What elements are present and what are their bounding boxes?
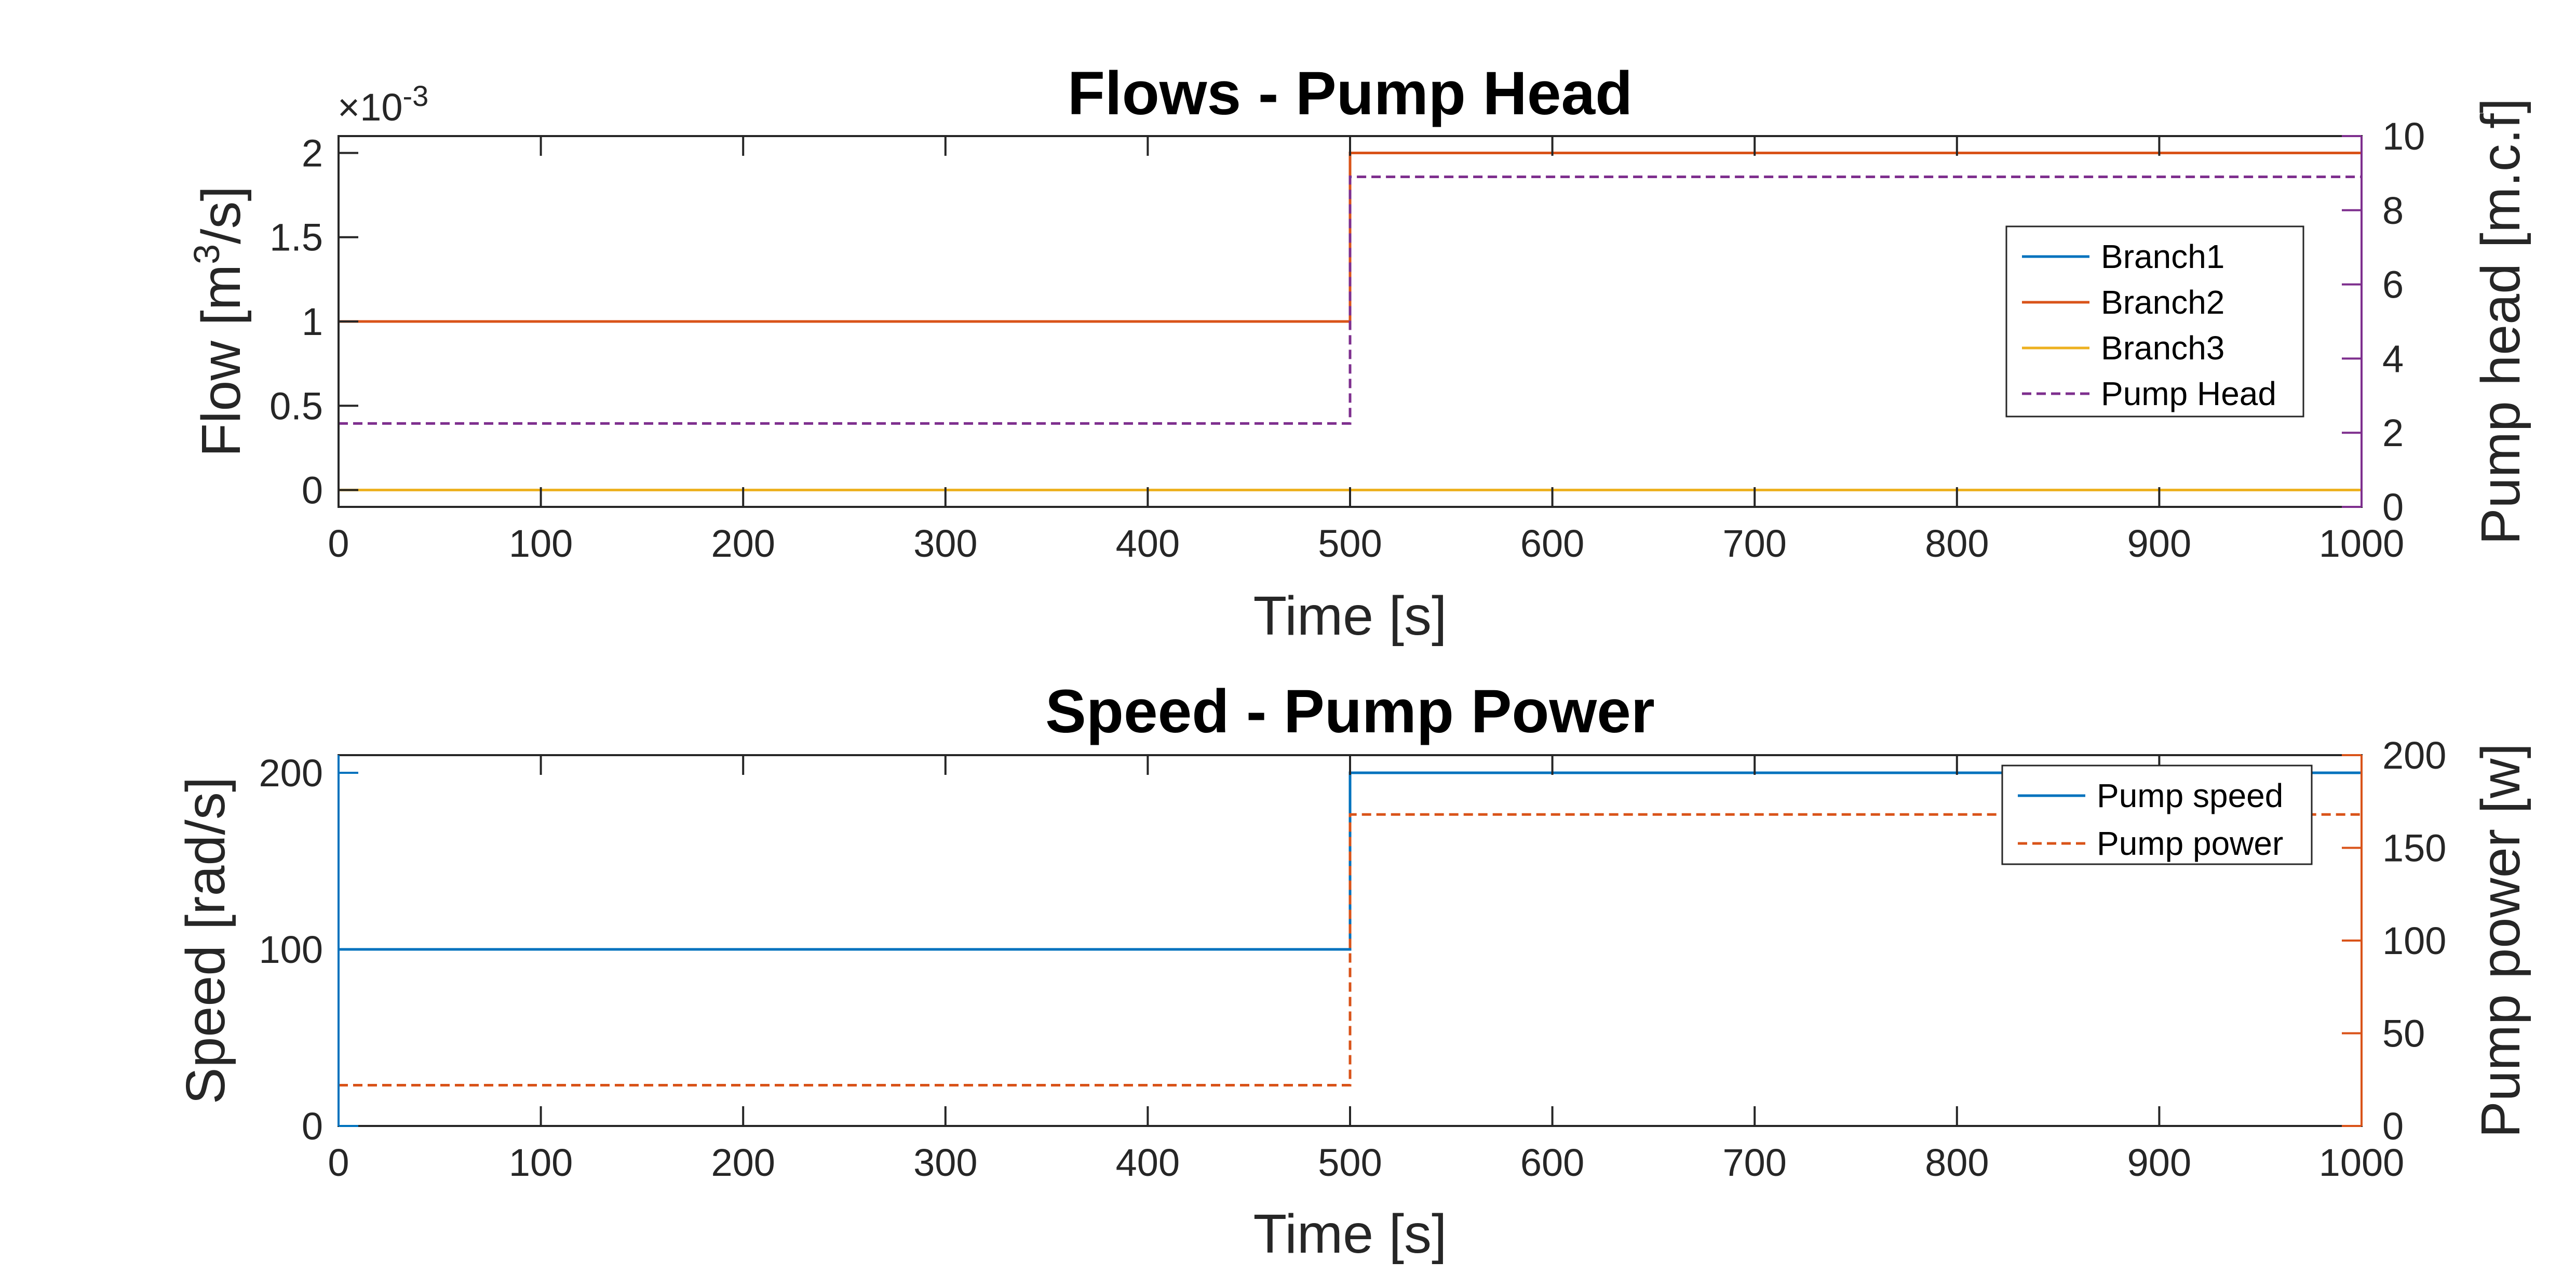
y-tick-label: 1.5 — [269, 216, 323, 259]
x-tick-label: 400 — [1116, 1141, 1180, 1184]
y2-tick-label: 10 — [2382, 115, 2425, 158]
x-axis-label: Time [s] — [1253, 585, 1447, 647]
legend-label: Pump power — [2097, 825, 2283, 862]
y2-tick-label: 150 — [2382, 827, 2446, 870]
flows-pump-head-panel: Flows - Pump Head ×10-3 0 100 200 300 400 500… — [186, 59, 2531, 647]
svg-text:×10-3: ×10-3 — [338, 79, 428, 129]
x-tick-label: 600 — [1520, 522, 1584, 565]
legend: Pump speed Pump power — [2001, 764, 2313, 865]
x-tick-label: 100 — [509, 522, 573, 565]
x-axis: 0 100 200 300 400 500 600 700 800 900 1000 — [328, 136, 2404, 565]
y-exponent-power: -3 — [403, 79, 429, 112]
y-tick-label: 0 — [302, 469, 323, 512]
x-tick-label: 200 — [711, 522, 775, 565]
y-tick-label: 100 — [259, 928, 323, 971]
x-tick-label: 800 — [1925, 1141, 1989, 1184]
y2-tick-label: 50 — [2382, 1012, 2425, 1055]
y-axis-label: Speed [rad/s] — [175, 777, 236, 1105]
y2-tick-label: 8 — [2382, 189, 2404, 232]
chart-title: Speed - Pump Power — [1045, 677, 1655, 746]
x-axis-label: Time [s] — [1253, 1203, 1447, 1265]
legend-label: Pump speed — [2097, 777, 2283, 814]
x-tick-label: 400 — [1116, 522, 1180, 565]
y-axis-label-sup: 3 — [186, 244, 227, 264]
x-axis: 0 100 200 300 400 500 600 700 800 900 1000 — [328, 755, 2404, 1184]
x-tick-label: 300 — [913, 522, 977, 565]
y-tick-label: 200 — [259, 752, 323, 795]
x-tick-label: 100 — [509, 1141, 573, 1184]
x-tick-label: 0 — [328, 522, 349, 565]
legend-label: Branch1 — [2101, 238, 2224, 275]
legend-box — [2005, 225, 2304, 418]
y2-axis-label: Pump power [w] — [2470, 743, 2531, 1138]
y-tick-label: 1 — [302, 300, 323, 343]
y-exponent-label: ×10-3 — [338, 79, 428, 129]
y2-tick-label: 4 — [2382, 337, 2404, 380]
x-tick-label: 500 — [1318, 522, 1382, 565]
x-tick-label: 1000 — [2319, 1141, 2405, 1184]
y-axis-left: 0 0.5 1 1.5 2 — [269, 131, 358, 512]
x-tick-label: 0 — [328, 1141, 349, 1184]
y-tick-label: 0.5 — [269, 384, 323, 427]
x-tick-label: 200 — [711, 1141, 775, 1184]
legend-label: Branch3 — [2101, 329, 2224, 367]
legend-box — [2001, 764, 2313, 865]
y-axis-right: 0 50 100 150 200 — [2342, 734, 2446, 1148]
legend-label: Branch2 — [2101, 284, 2224, 321]
y2-tick-label: 0 — [2382, 1105, 2404, 1148]
x-tick-label: 700 — [1722, 1141, 1786, 1184]
y-axis-label: Flow [m3/s] — [186, 186, 252, 457]
y2-tick-label: 200 — [2382, 734, 2446, 777]
x-tick-label: 300 — [913, 1141, 977, 1184]
y2-tick-label: 6 — [2382, 263, 2404, 306]
y2-tick-label: 2 — [2382, 411, 2404, 454]
y-axis-left: 0 100 200 — [259, 752, 358, 1148]
x-tick-label: 900 — [2127, 522, 2191, 565]
legend: Branch1 Branch2 Branch3 Pump Head — [2005, 225, 2304, 418]
y-tick-label: 2 — [302, 131, 323, 175]
y-tick-label: 0 — [302, 1105, 323, 1148]
series-line — [339, 176, 2362, 425]
x-tick-label: 700 — [1722, 522, 1786, 565]
y-axis-label-pre: Flow [m — [191, 264, 252, 457]
x-tick-label: 500 — [1318, 1141, 1382, 1184]
y-axis-right: 0 2 4 6 8 10 — [2342, 115, 2425, 529]
series-line — [339, 771, 2362, 951]
y-axis-label-post: /s] — [191, 186, 252, 244]
series-layer — [339, 771, 2362, 1086]
y-exponent-base: ×10 — [338, 86, 403, 129]
chart-title: Flows - Pump Head — [1068, 59, 1633, 128]
x-tick-label: 600 — [1520, 1141, 1584, 1184]
y2-tick-label: 0 — [2382, 486, 2404, 529]
x-tick-label: 800 — [1925, 522, 1989, 565]
legend-label: Pump Head — [2101, 375, 2276, 412]
y2-tick-label: 100 — [2382, 919, 2446, 962]
x-tick-label: 1000 — [2319, 522, 2405, 565]
speed-pump-power-panel: Speed - Pump Power 0 100 200 300 400 500 600 70… — [175, 677, 2531, 1265]
x-tick-label: 900 — [2127, 1141, 2191, 1184]
y2-axis-label: Pump head [m.c.f] — [2470, 98, 2531, 545]
